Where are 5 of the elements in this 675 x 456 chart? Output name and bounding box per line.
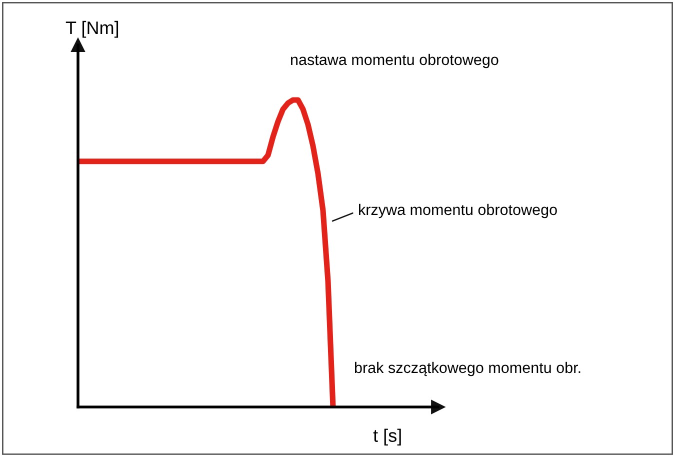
y-axis-title: T [Nm] — [66, 20, 118, 38]
annotation: brak szczątkowego momentu obr. — [354, 362, 580, 376]
annotation: krzywa momentu obrotowego — [359, 204, 557, 218]
text: nastawa momentu obrotowego — [291, 54, 498, 68]
x-axis-title: t [s] — [373, 428, 401, 446]
